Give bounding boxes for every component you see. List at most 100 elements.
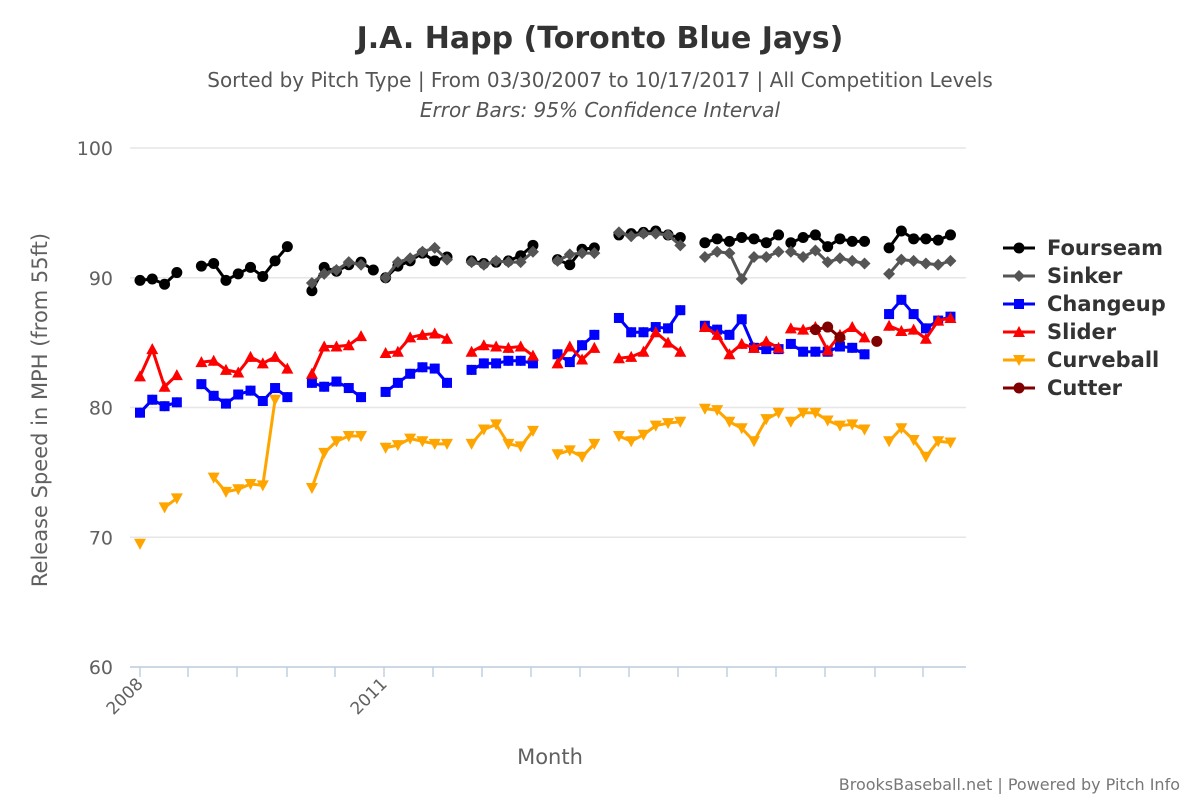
fourseam-point xyxy=(527,239,539,251)
slider-point xyxy=(256,357,269,369)
curveball-point xyxy=(551,449,564,461)
legend-label: Cutter xyxy=(1047,376,1123,400)
curveball-line xyxy=(557,442,596,459)
slider-point xyxy=(944,311,957,323)
x-axis-label: Month xyxy=(517,745,583,769)
curveball-point xyxy=(207,472,220,484)
curveball-point xyxy=(907,434,920,446)
changeup-point xyxy=(135,407,145,418)
fourseam-point xyxy=(773,229,785,241)
legend-item-cutter[interactable]: Cutter xyxy=(1003,376,1123,400)
changeup-point xyxy=(147,394,158,405)
x-tick-label: 2008 xyxy=(103,674,148,719)
changeup-point xyxy=(380,386,391,397)
y-axis-ticks: 60 70 80 90 100 xyxy=(77,138,113,679)
fourseam-point xyxy=(834,233,846,245)
gridlines xyxy=(130,147,966,668)
sinker-point xyxy=(735,273,748,286)
curveball-point xyxy=(318,447,331,459)
curveball-point xyxy=(256,480,269,492)
sinker-point xyxy=(625,230,638,243)
changeup-point xyxy=(171,397,182,408)
fourseam-line xyxy=(139,271,178,286)
sinker-point xyxy=(883,267,896,280)
slider-point xyxy=(526,349,539,361)
fourseam-point xyxy=(269,255,281,267)
curveball-point xyxy=(711,405,724,417)
sinker-point xyxy=(563,248,576,261)
slider-point xyxy=(244,350,257,362)
fourseam-point xyxy=(760,237,772,249)
fourseam-point xyxy=(134,274,146,286)
slider-point xyxy=(134,370,146,382)
sinker-point xyxy=(674,239,687,252)
changeup-point xyxy=(577,340,588,351)
changeup-point xyxy=(724,329,735,340)
legend-item-curveball[interactable]: Curveball xyxy=(1003,348,1159,372)
legend-label: Sinker xyxy=(1047,264,1123,288)
changeup-point xyxy=(834,341,845,352)
sinker-point xyxy=(305,276,318,289)
sinker-point xyxy=(907,254,920,267)
legend-label: Changeup xyxy=(1047,292,1166,316)
fourseam-point xyxy=(257,270,269,282)
x-axis: 2008 2011 xyxy=(103,666,966,719)
cutter-point xyxy=(822,321,834,333)
fourseam-point xyxy=(895,225,907,237)
series-cutter xyxy=(809,321,883,347)
fourseam-point xyxy=(822,241,834,253)
series-curveball xyxy=(134,394,957,550)
slider-point xyxy=(490,340,503,352)
slider-line xyxy=(556,345,596,365)
sinker-point xyxy=(833,252,846,265)
slider-point xyxy=(919,332,932,344)
y-tick-label: 100 xyxy=(77,138,113,160)
sinker-point xyxy=(391,256,404,269)
slider-point xyxy=(551,357,564,369)
slider-point xyxy=(649,326,662,338)
y-tick-label: 70 xyxy=(89,527,113,549)
sinker-line xyxy=(556,251,595,263)
changeup-line xyxy=(138,398,178,414)
changeup-point xyxy=(896,294,907,305)
legend: Fourseam Sinker Changeup Slider Curveball Cut… xyxy=(1003,236,1166,400)
slider-point xyxy=(674,345,687,357)
sinker-point xyxy=(428,241,441,254)
curveball-point xyxy=(391,440,404,452)
slider-point xyxy=(588,341,601,353)
curveball-point xyxy=(784,416,797,428)
changeup-point xyxy=(442,377,452,388)
legend-item-slider[interactable]: Slider xyxy=(1003,320,1117,344)
changeup-point xyxy=(626,327,637,338)
legend-item-fourseam[interactable]: Fourseam xyxy=(1003,236,1163,260)
changeup-point xyxy=(159,401,170,412)
fourseam-point xyxy=(846,235,858,247)
curveball-point xyxy=(502,438,515,450)
series-slider xyxy=(134,311,957,392)
changeup-point xyxy=(491,358,502,369)
changeup-point xyxy=(405,368,416,379)
curveball-point xyxy=(858,424,871,436)
curveball-point xyxy=(305,482,318,494)
slider-point xyxy=(416,328,429,340)
changeup-point xyxy=(208,390,219,401)
changeup-point xyxy=(798,346,809,357)
curveball-point xyxy=(932,436,945,448)
fourseam-point xyxy=(944,229,956,241)
changeup-point xyxy=(638,327,649,338)
slider-point xyxy=(625,350,638,362)
curveball-point xyxy=(232,484,245,496)
fourseam-point xyxy=(723,235,735,247)
legend-item-sinker[interactable]: Sinker xyxy=(1003,264,1123,288)
sinker-point xyxy=(649,227,662,240)
legend-item-changeup[interactable]: Changeup xyxy=(1003,292,1166,316)
curveball-point xyxy=(944,437,957,449)
slider-point xyxy=(895,324,908,336)
changeup-point xyxy=(552,349,563,360)
curveball-point xyxy=(269,394,282,406)
slider-point xyxy=(219,363,232,375)
curveball-point xyxy=(748,436,760,448)
sinker-point xyxy=(404,252,417,265)
series-sinker xyxy=(305,226,957,289)
fourseam-point xyxy=(711,233,723,245)
